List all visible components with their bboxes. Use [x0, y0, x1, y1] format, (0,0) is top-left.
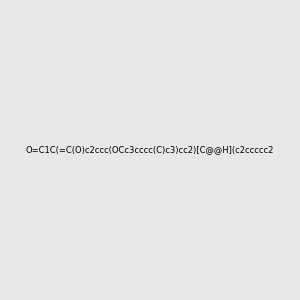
Text: O=C1C(=C(O)c2ccc(OCc3cccc(C)c3)cc2)[C@@H](c2ccccc2: O=C1C(=C(O)c2ccc(OCc3cccc(C)c3)cc2)[C@@H…: [26, 146, 274, 154]
